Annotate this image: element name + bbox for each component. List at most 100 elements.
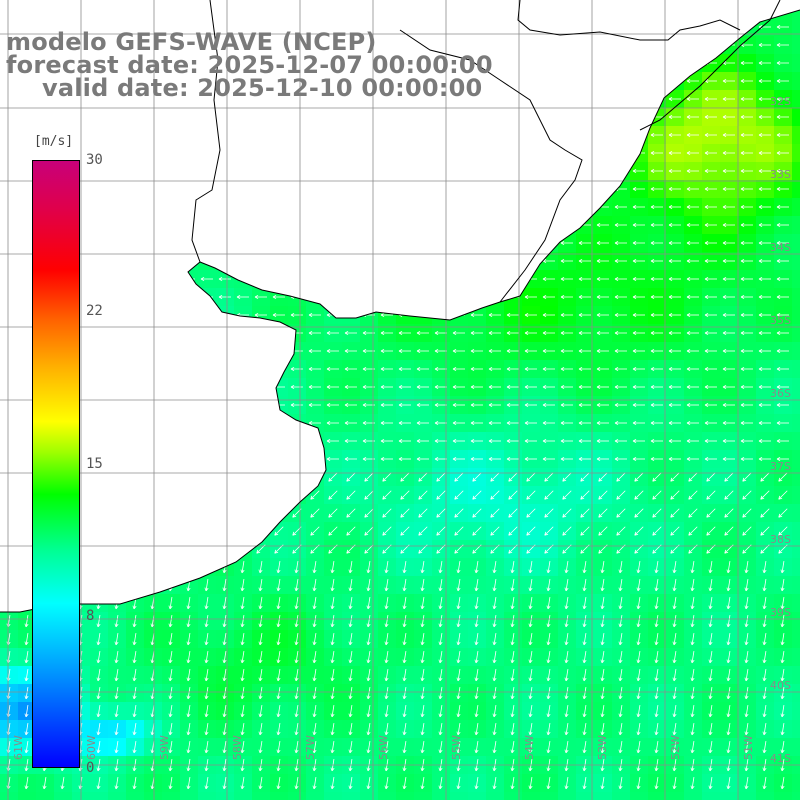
wind-arrow [254,168,267,174]
wind-arrow [238,472,248,482]
wind-arrow [380,186,393,192]
wind-arrow [110,114,123,120]
wind-arrow [614,78,627,84]
wind-speed-cell [162,270,181,289]
wind-arrow [326,240,339,246]
wind-speed-cell [144,522,163,541]
wind-speed-cell [0,234,19,253]
wind-arrow [218,132,231,138]
wind-arrow [452,114,465,120]
wind-speed-cell [144,198,163,217]
wind-arrow [488,258,501,264]
wind-arrow [488,150,501,156]
wind-speed-cell [432,234,451,253]
wind-arrow [38,222,51,228]
wind-arrow [128,114,141,120]
wind-speed-cell [486,270,505,289]
wind-speed-cell [306,180,325,199]
wind-arrow [164,348,177,354]
wind-speed-cell [468,10,487,19]
wind-arrow [182,420,195,426]
wind-speed-cell [216,108,235,127]
wind-speed-cell [378,270,397,289]
wind-speed-cell [126,414,145,433]
wind-arrow [146,294,159,300]
wind-arrow [326,294,339,300]
wind-arrow [146,384,159,390]
wind-arrow [236,168,249,174]
wind-speed-cell [180,252,199,271]
wind-speed-cell [54,594,73,613]
wind-arrow [506,60,519,66]
wind-arrow [92,222,105,228]
wind-speed-cell [234,486,253,505]
wind-speed-cell [792,414,800,433]
wind-speed-cell [540,72,559,91]
wind-speed-cell [450,216,469,235]
wind-speed-cell [252,414,271,433]
wind-arrow [4,526,14,536]
wind-arrow [380,294,393,300]
wind-arrow [164,294,177,300]
wind-arrow [236,258,249,264]
wind-arrow [22,526,32,536]
wind-arrow [398,132,411,138]
wind-speed-cell [180,504,199,523]
wind-speed-cell [342,234,361,253]
wind-speed-cell [594,792,613,800]
wind-speed-cell [18,540,37,559]
wind-arrow [56,456,69,462]
wind-speed-cell [522,792,541,800]
wind-speed-cell [54,126,73,145]
wind-speed-cell [198,306,217,325]
wind-arrow [524,10,529,12]
wind-arrow [218,150,231,156]
wind-speed-cell [126,216,145,235]
wind-arrow [524,132,537,138]
wind-arrow [128,132,141,138]
wind-arrow [254,186,267,192]
wind-arrow [146,222,159,228]
wind-speed-cell [270,144,289,163]
wind-speed-cell [288,234,307,253]
wind-arrow [130,508,140,518]
wind-arrow [110,258,123,264]
wind-arrow [380,258,393,264]
wind-speed-cell [630,108,649,127]
wind-arrow [256,490,266,500]
wind-speed-cell [792,288,800,307]
wind-arrow [200,420,213,426]
wind-arrow [164,114,177,120]
wind-speed-cell [288,108,307,127]
wind-speed-cell [18,108,37,127]
wind-arrow [182,10,187,12]
wind-arrow [416,10,421,12]
wind-speed-cell [468,792,487,800]
latitude-label: 40S [770,679,791,692]
wind-speed-cell [558,162,577,181]
wind-arrow [56,222,69,228]
wind-arrow [434,258,447,264]
wind-arrow [452,204,465,210]
wind-speed-cell [270,792,289,800]
wind-arrow [56,330,69,336]
wind-arrow [128,204,141,210]
wind-arrow [578,60,591,66]
wind-arrow [596,42,609,48]
wind-arrow [2,168,15,174]
wind-arrow [38,150,51,156]
wind-speed-cell [594,54,613,73]
wind-speed-cell [54,342,73,361]
wind-arrow [146,240,159,246]
wind-arrow [200,222,213,228]
wind-arrow [506,204,519,210]
wind-speed-cell [792,72,800,91]
wind-arrow [560,10,565,12]
wind-speed-cell [648,72,667,91]
wind-speed-cell [162,576,181,595]
wind-arrow [110,150,123,156]
wind-speed-cell [108,792,127,800]
wind-speed-cell [0,288,19,307]
wind-speed-cell [18,792,37,800]
wind-speed-cell [252,486,271,505]
